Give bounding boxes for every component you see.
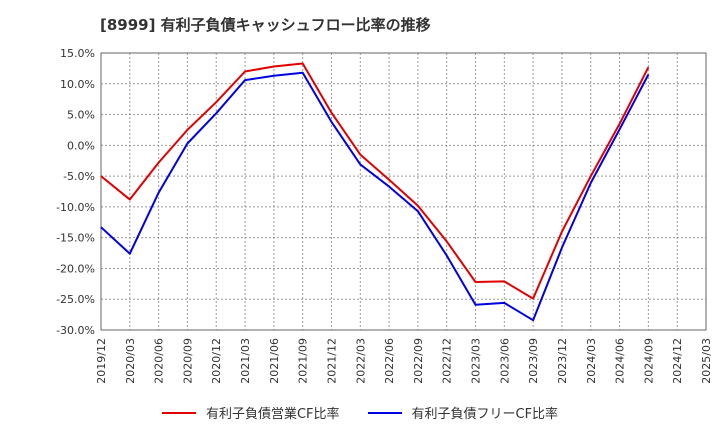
x-tick-label: 2022/03 — [354, 338, 367, 384]
y-tick-label: -15.0% — [56, 232, 95, 245]
y-tick-label: 0.0% — [67, 139, 95, 152]
x-tick-label: 2022/06 — [383, 338, 396, 384]
x-tick-label: 2024/03 — [585, 338, 598, 384]
x-tick-label: 2022/09 — [412, 338, 425, 384]
plot-frame — [100, 52, 707, 331]
x-tick-label: 2020/09 — [181, 338, 194, 384]
x-tick-label: 2024/09 — [642, 338, 655, 384]
legend-swatch-free-cf — [367, 411, 402, 414]
y-tick-label: 5.0% — [67, 109, 95, 122]
y-tick-label: 15.0% — [60, 47, 95, 60]
x-tick-label: 2021/06 — [268, 338, 281, 384]
series-line-0 — [100, 62, 650, 300]
legend-item-operating-cf: 有利子負債営業CF比率 — [161, 403, 340, 422]
y-tick-label: -5.0% — [63, 170, 95, 183]
chart-title: [8999] 有利子負債キャッシュフロー比率の推移 — [100, 16, 431, 34]
x-axis-ticks: 2019/12 2020/03 2020/06 2020/09 2020/12 2021/… — [95, 338, 713, 384]
x-tick-label: 2025/03 — [700, 338, 713, 384]
x-tick-label: 2023/06 — [498, 338, 511, 384]
x-tick-label: 2022/12 — [441, 338, 454, 384]
x-tick-label: 2019/12 — [95, 338, 108, 384]
x-tick-label: 2020/12 — [210, 338, 223, 384]
legend-label-operating-cf: 有利子負債営業CF比率 — [205, 407, 340, 422]
legend-item-free-cf: 有利子負債フリーCF比率 — [367, 403, 559, 422]
x-tick-label: 2023/12 — [556, 338, 569, 384]
series-line-1 — [100, 71, 650, 322]
legend-swatch-operating-cf — [161, 411, 196, 414]
x-tick-label: 2020/06 — [153, 338, 166, 384]
y-tick-label: -30.0% — [56, 324, 95, 337]
y-axis-ticks: 15.0% 10.0% 5.0% 0.0% -5.0% -10.0% -15.0% -20.0… — [56, 47, 95, 337]
x-tick-label: 2023/09 — [527, 338, 540, 384]
axes — [100, 52, 707, 331]
y-tick-label: -25.0% — [56, 293, 95, 306]
line-chart: 15.0% 10.0% 5.0% 0.0% -5.0% -10.0% -15.0% -20.0… — [56, 47, 713, 384]
x-tick-label: 2020/03 — [124, 338, 137, 384]
series-layer — [100, 62, 650, 322]
x-tick-label: 2021/12 — [325, 338, 338, 384]
x-tick-label: 2024/12 — [671, 338, 684, 384]
legend-label-free-cf: 有利子負債フリーCF比率 — [411, 407, 559, 422]
x-tick-label: 2021/09 — [297, 338, 310, 384]
y-tick-label: 10.0% — [60, 78, 95, 91]
legend: 有利子負債営業CF比率 有利子負債フリーCF比率 — [0, 403, 720, 422]
x-tick-label: 2021/03 — [239, 338, 252, 384]
x-tick-label: 2023/03 — [470, 338, 483, 384]
y-tick-label: -20.0% — [56, 262, 95, 275]
x-tick-label: 2024/06 — [614, 338, 627, 384]
y-tick-label: -10.0% — [56, 201, 95, 214]
